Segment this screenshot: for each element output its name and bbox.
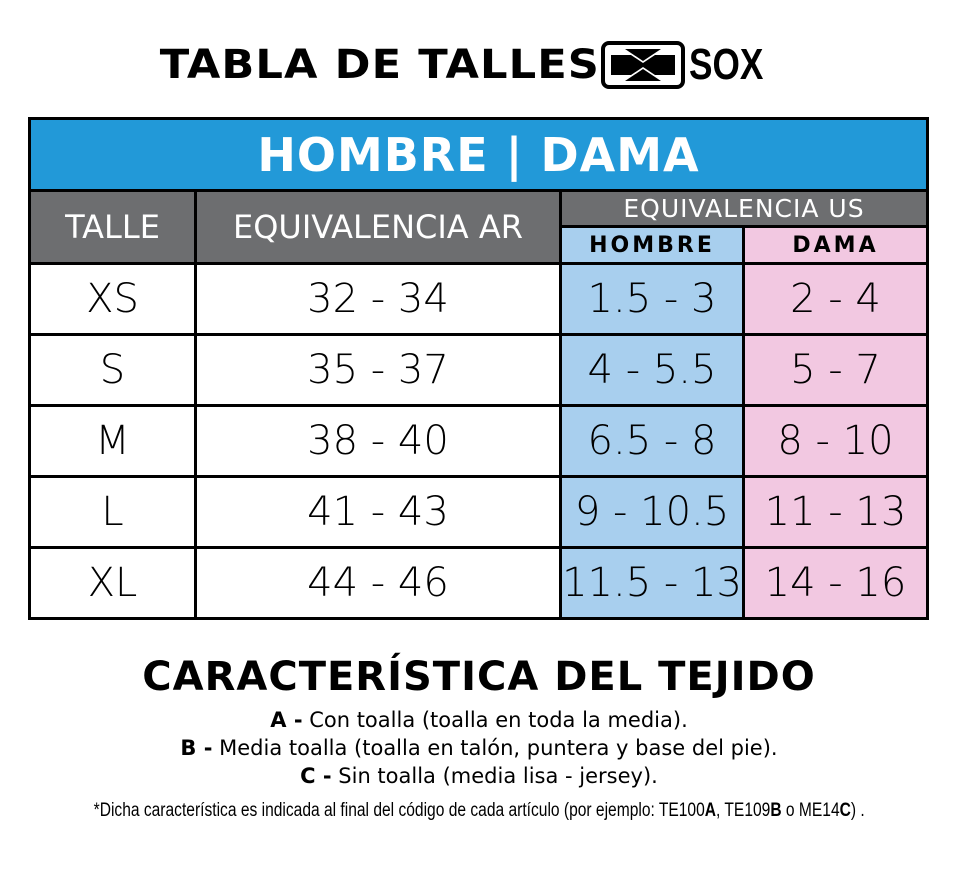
cell-hombre: 4 - 5.5 <box>562 336 742 404</box>
fabric-desc: Media toalla (toalla en talón, puntera y… <box>212 736 778 760</box>
column-header-equiv-ar: EQUIVALENCIA AR <box>197 192 559 262</box>
sox-logo: SOX <box>601 40 782 90</box>
column-header-dama: DAMA <box>745 228 926 262</box>
fabric-item: A - Con toalla (toalla en toda la media)… <box>0 706 958 734</box>
sox-logo-icon <box>601 41 686 89</box>
cell-dama: 2 - 4 <box>745 265 926 333</box>
column-header-equiv-us: EQUIVALENCIA US <box>562 192 926 225</box>
cell-hombre: 11.5 - 13 <box>562 549 742 617</box>
note-code: C <box>839 800 851 821</box>
fabric-desc: Sin toalla (media lisa - jersey). <box>331 764 658 788</box>
note-text: *Dicha característica es indicada al fin… <box>93 800 705 821</box>
logo-text: SOX <box>689 40 764 89</box>
page-title: TABLA DE TALLES <box>159 42 600 88</box>
fabric-code: A - <box>270 708 303 732</box>
size-table: HOMBRE | DAMA TALLE EQUIVALENCIA AR EQUI… <box>28 117 929 620</box>
cell-dama: 5 - 7 <box>745 336 926 404</box>
cell-talle: M <box>31 407 194 475</box>
table-banner: HOMBRE | DAMA <box>31 120 926 189</box>
cell-talle: L <box>31 478 194 546</box>
fabric-code: C - <box>300 764 332 788</box>
note-text: , TE109 <box>715 800 771 821</box>
cell-hombre: 1.5 - 3 <box>562 265 742 333</box>
note-text: ) . <box>850 800 865 821</box>
cell-talle: XL <box>31 549 194 617</box>
fabric-desc: Con toalla (toalla en toda la media). <box>302 708 688 732</box>
fabric-list: A - Con toalla (toalla en toda la media)… <box>0 706 958 790</box>
cell-ar: 32 - 34 <box>197 265 559 333</box>
column-header-talle: TALLE <box>31 192 194 262</box>
note-code: A <box>704 800 716 821</box>
header: TABLA DE TALLES SOX <box>0 40 958 90</box>
cell-hombre: 6.5 - 8 <box>562 407 742 475</box>
cell-ar: 44 - 46 <box>197 549 559 617</box>
cell-ar: 41 - 43 <box>197 478 559 546</box>
cell-dama: 8 - 10 <box>745 407 926 475</box>
fabric-item: B - Media toalla (toalla en talón, punte… <box>0 734 958 762</box>
cell-dama: 14 - 16 <box>745 549 926 617</box>
cell-ar: 38 - 40 <box>197 407 559 475</box>
footnote: *Dicha característica es indicada al fin… <box>0 800 958 822</box>
column-header-hombre: HOMBRE <box>562 228 742 262</box>
cell-hombre: 9 - 10.5 <box>562 478 742 546</box>
note-code: B <box>770 800 782 821</box>
note-text: o ME14 <box>781 800 840 821</box>
cell-talle: S <box>31 336 194 404</box>
fabric-title: CARACTERÍSTICA DEL TEJIDO <box>142 654 816 700</box>
cell-talle: XS <box>31 265 194 333</box>
fabric-code: B - <box>180 736 213 760</box>
cell-dama: 11 - 13 <box>745 478 926 546</box>
fabric-item: C - Sin toalla (media lisa - jersey). <box>0 762 958 790</box>
cell-ar: 35 - 37 <box>197 336 559 404</box>
